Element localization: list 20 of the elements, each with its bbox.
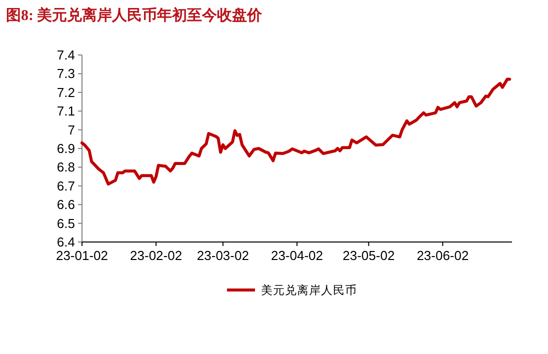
y-tick-label: 6.8 <box>56 160 75 175</box>
y-tick-label: 6.7 <box>56 178 75 194</box>
y-tick-label: 7.2 <box>56 84 75 100</box>
y-tick-label: 6.6 <box>56 197 75 212</box>
x-tick-label: 23-05-02 <box>342 248 395 263</box>
legend-label: 美元兑离岸人民币 <box>261 283 357 297</box>
y-tick-label: 6.9 <box>56 141 75 156</box>
x-tick-label: 23-02-02 <box>130 248 182 263</box>
chart-title: 图8: 美元兑离岸人民币年初至今收盘价 <box>6 6 264 24</box>
x-tick-label: 23-04-02 <box>270 248 324 263</box>
line-series <box>80 78 512 186</box>
y-tick-label: 7.1 <box>56 104 75 119</box>
x-tick-label: 23-06-02 <box>416 248 469 263</box>
y-tick-label: 7 <box>68 122 75 138</box>
x-tick-label: 23-03-02 <box>196 248 249 263</box>
y-tick-label: 6.5 <box>56 216 75 231</box>
y-tick-label: 7.3 <box>56 66 75 82</box>
y-tick-label: 6.4 <box>56 234 75 250</box>
y-tick-label: 7.4 <box>56 48 75 62</box>
x-tick-label: 23-01-02 <box>56 248 108 263</box>
